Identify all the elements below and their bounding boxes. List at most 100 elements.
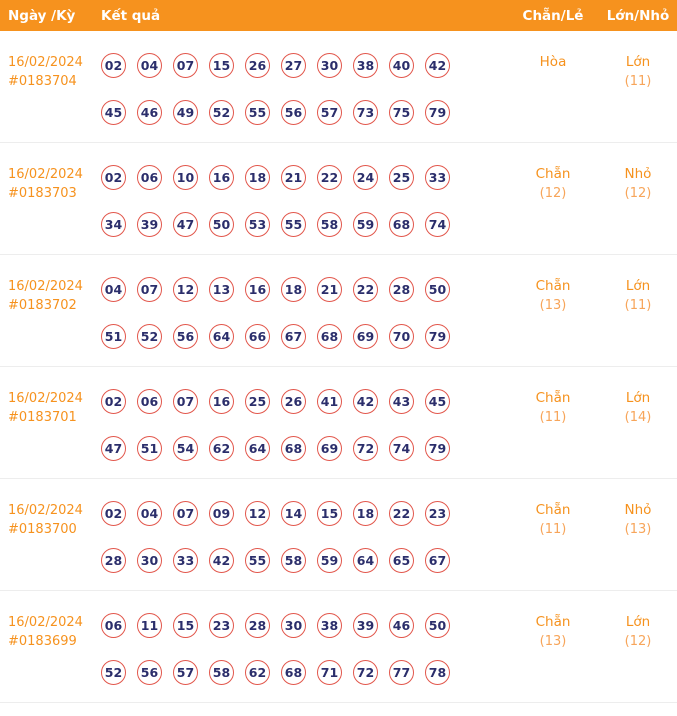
size-value: Lớn [625, 390, 651, 406]
number-ball: 15 [317, 501, 342, 526]
number-ball: 64 [353, 548, 378, 573]
number-ball: 72 [353, 436, 378, 461]
number-ball: 45 [425, 389, 450, 414]
numbers-line-2: 34 39 47 50 53 55 58 59 68 74 [101, 212, 507, 237]
number-ball: 38 [353, 53, 378, 78]
parity-count: (13) [539, 298, 567, 313]
number-ball: 22 [353, 277, 378, 302]
size-cell: Nhỏ (12) [599, 165, 677, 237]
number-ball: 42 [353, 389, 378, 414]
number-ball: 33 [425, 165, 450, 190]
size-cell: Lớn (11) [599, 53, 677, 125]
numbers-line-2: 51 52 56 64 66 67 68 69 70 79 [101, 324, 507, 349]
size-cell: Lớn (14) [599, 389, 677, 461]
number-ball: 52 [137, 324, 162, 349]
number-ball: 57 [173, 660, 198, 685]
number-ball: 02 [101, 501, 126, 526]
number-ball: 11 [137, 613, 162, 638]
number-ball: 09 [209, 501, 234, 526]
number-ball: 18 [281, 277, 306, 302]
parity-cell: Chẵn (11) [507, 501, 599, 573]
draw-id: #0183701 [8, 410, 77, 425]
draw-date: 16/02/2024 [8, 503, 83, 518]
number-ball: 59 [317, 548, 342, 573]
number-ball: 55 [245, 100, 270, 125]
number-ball: 74 [425, 212, 450, 237]
number-ball: 43 [389, 389, 414, 414]
number-ball: 56 [173, 324, 198, 349]
number-ball: 16 [209, 389, 234, 414]
draw-numbers: 02 06 10 16 18 21 22 24 25 33 34 39 47 50 53 55 58 59 68 7… [95, 165, 507, 237]
number-ball: 23 [209, 613, 234, 638]
number-ball: 07 [173, 53, 198, 78]
number-ball: 30 [281, 613, 306, 638]
numbers-line-1: 06 11 15 23 28 30 38 39 46 50 [101, 613, 507, 638]
size-count: (12) [624, 634, 652, 649]
number-ball: 70 [389, 324, 414, 349]
number-ball: 16 [245, 277, 270, 302]
number-ball: 28 [389, 277, 414, 302]
number-ball: 67 [425, 548, 450, 573]
number-ball: 56 [137, 660, 162, 685]
number-ball: 42 [425, 53, 450, 78]
number-ball: 77 [389, 660, 414, 685]
number-ball: 50 [209, 212, 234, 237]
number-ball: 47 [101, 436, 126, 461]
number-ball: 12 [173, 277, 198, 302]
number-ball: 79 [425, 100, 450, 125]
parity-value: Chẵn [535, 390, 571, 406]
number-ball: 16 [209, 165, 234, 190]
draw-numbers: 04 07 12 13 16 18 21 22 28 50 51 52 56 64 66 67 68 69 70 7… [95, 277, 507, 349]
number-ball: 06 [137, 389, 162, 414]
draw-numbers: 02 06 07 16 25 26 41 42 43 45 47 51 54 62 64 68 69 72 74 7… [95, 389, 507, 461]
number-ball: 10 [173, 165, 198, 190]
number-ball: 22 [389, 501, 414, 526]
number-ball: 57 [317, 100, 342, 125]
number-ball: 56 [281, 100, 306, 125]
number-ball: 52 [101, 660, 126, 685]
number-ball: 66 [245, 324, 270, 349]
number-ball: 06 [101, 613, 126, 638]
size-count: (11) [624, 298, 652, 313]
number-ball: 12 [245, 501, 270, 526]
draw-id: #0183704 [8, 74, 77, 89]
numbers-line-1: 04 07 12 13 16 18 21 22 28 50 [101, 277, 507, 302]
number-ball: 07 [137, 277, 162, 302]
number-ball: 23 [425, 501, 450, 526]
number-ball: 21 [281, 165, 306, 190]
table-header: Ngày /Kỳ Kết quả Chẵn/Lẻ Lớn/Nhỏ [0, 0, 677, 31]
parity-count: (12) [539, 186, 567, 201]
number-ball: 33 [173, 548, 198, 573]
number-ball: 50 [425, 277, 450, 302]
number-ball: 34 [101, 212, 126, 237]
number-ball: 47 [173, 212, 198, 237]
number-ball: 59 [353, 212, 378, 237]
draw-id: #0183700 [8, 522, 77, 537]
parity-value: Chẵn [535, 614, 571, 630]
number-ball: 46 [137, 100, 162, 125]
number-ball: 28 [245, 613, 270, 638]
number-ball: 26 [281, 389, 306, 414]
size-cell: Nhỏ (13) [599, 501, 677, 573]
draw-date: 16/02/2024 [8, 615, 83, 630]
number-ball: 27 [281, 53, 306, 78]
number-ball: 38 [317, 613, 342, 638]
number-ball: 58 [317, 212, 342, 237]
number-ball: 68 [281, 660, 306, 685]
number-ball: 24 [353, 165, 378, 190]
number-ball: 02 [101, 165, 126, 190]
number-ball: 68 [317, 324, 342, 349]
number-ball: 18 [353, 501, 378, 526]
parity-count: (13) [539, 634, 567, 649]
parity-cell: Hòa [507, 53, 599, 125]
size-count: (13) [624, 522, 652, 537]
draw-info: 16/02/2024 #0183704 [0, 53, 95, 125]
number-ball: 65 [389, 548, 414, 573]
number-ball: 25 [389, 165, 414, 190]
number-ball: 64 [245, 436, 270, 461]
numbers-line-2: 45 46 49 52 55 56 57 73 75 79 [101, 100, 507, 125]
number-ball: 02 [101, 53, 126, 78]
number-ball: 49 [173, 100, 198, 125]
draw-date: 16/02/2024 [8, 391, 83, 406]
draw-date: 16/02/2024 [8, 279, 83, 294]
